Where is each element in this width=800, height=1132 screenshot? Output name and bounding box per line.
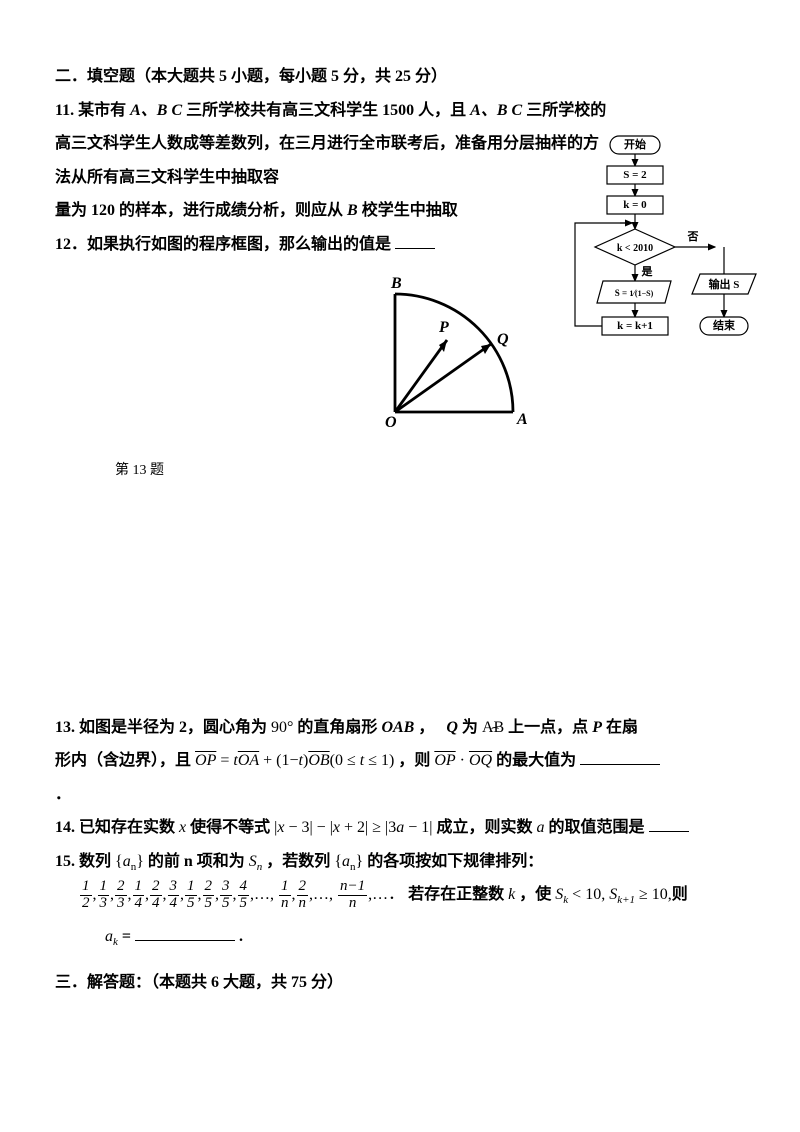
fc-no: 否 bbox=[687, 230, 699, 243]
deg: 90° bbox=[271, 719, 293, 736]
t: 的最大值为 bbox=[496, 752, 576, 769]
t: 的直角扇形 bbox=[297, 719, 377, 736]
t: ， bbox=[418, 719, 434, 736]
q11-line4: 量为 120 的样本，进行成绩分析，则应从 B 校学生中抽取 bbox=[55, 194, 485, 228]
section-2-heading: 二．填空题（本大题共 5 小题，每小题 5 分，共 25 分） bbox=[55, 60, 745, 94]
fc-start: 开始 bbox=[624, 137, 646, 151]
b: B bbox=[347, 202, 358, 219]
fc-end: 结束 bbox=[712, 318, 736, 332]
q14-line: 14. 已知存在实数 x 使得不等式 |x − 3| − |x + 2| ≥ |… bbox=[55, 811, 745, 845]
t: 三所学校的 bbox=[526, 102, 606, 119]
q13-line1: 13. 如图是半径为 2，圆心角为 90° 的直角扇形 OAB ， Q 为 ⌢ … bbox=[55, 711, 745, 745]
q15-line1: 15. 数列 {an} 的前 n 项和为 Sn ，若数列 {an} 的各项按如下… bbox=[55, 845, 745, 879]
fc-s2: S = 2 bbox=[623, 169, 647, 181]
blank bbox=[649, 831, 689, 832]
t: 上一点，点 bbox=[508, 719, 588, 736]
blank bbox=[135, 940, 235, 941]
t: 的各项按如下规律排列： bbox=[367, 853, 543, 870]
q15-sequence: 12,13,23,14,24,34,15,25,35,45,…, 1n,2n,…… bbox=[79, 879, 745, 912]
t: 的前 n 项和为 bbox=[148, 853, 245, 870]
q12-line: 12．如果执行如图的程序框图，那么输出的值是 bbox=[55, 228, 485, 262]
t: 在扇 bbox=[606, 719, 638, 736]
t: 11. 某市有 bbox=[55, 102, 126, 119]
lbl-O: O bbox=[385, 414, 397, 431]
t: ，则 bbox=[398, 752, 430, 769]
flowchart-figure: 开始 S = 2 k = 0 k < 2010 否 是 S = 1⁄(1−S) bbox=[540, 134, 765, 394]
section-3-heading: 三．解答题：（本题共 6 大题，共 75 分） bbox=[55, 966, 745, 1000]
q15-ak: ak = . bbox=[105, 920, 745, 954]
lbl-P: P bbox=[438, 319, 449, 336]
q13-line2: 形内（含边界），且 OP = tOA + (1−t)OB(0 ≤ t ≤ 1) … bbox=[55, 744, 745, 778]
fc-cond: k < 2010 bbox=[617, 243, 653, 254]
lbl-B: B bbox=[390, 275, 402, 292]
lbl-A: A bbox=[516, 411, 528, 428]
blank bbox=[395, 248, 435, 249]
q11-line1: 11. 某市有 A、B C 三所学校共有高三文科学生 1500 人，且 A、B … bbox=[55, 94, 745, 128]
t: 成立，则实数 bbox=[436, 819, 532, 836]
fc-out: 输出 S bbox=[709, 277, 740, 291]
t: 12．如果执行如图的程序框图，那么输出的值是 bbox=[55, 236, 391, 253]
abc: A、B C bbox=[130, 102, 182, 119]
t: 14. 已知存在实数 bbox=[55, 819, 175, 836]
fc-k0: k = 0 bbox=[623, 199, 647, 211]
spacer bbox=[55, 486, 745, 711]
period: . bbox=[239, 928, 243, 945]
q13-period: ． bbox=[55, 778, 745, 812]
t: 的取值范围是 bbox=[548, 819, 644, 836]
a: a bbox=[536, 819, 544, 836]
blank bbox=[580, 764, 660, 765]
q11-block: 11. 某市有 A、B C 三所学校共有高三文科学生 1500 人，且 A、B … bbox=[55, 94, 745, 262]
t: 量为 120 的样本，进行成绩分析，则应从 bbox=[55, 202, 343, 219]
x: x bbox=[179, 819, 186, 836]
t: 13. 如图是半径为 2，圆心角为 bbox=[55, 719, 267, 736]
fig13-caption: 第 13 题 bbox=[115, 456, 745, 485]
fc-kupd: k = k+1 bbox=[617, 320, 653, 332]
t: 三所学校共有高三文科学生 1500 人，且 bbox=[186, 102, 466, 119]
t: 校学生中抽取 bbox=[362, 202, 458, 219]
lbl-Q: Q bbox=[497, 331, 509, 348]
abc: A、B C bbox=[470, 102, 522, 119]
t: 为 bbox=[462, 719, 478, 736]
eq: = bbox=[122, 928, 131, 945]
t: 使得不等式 bbox=[190, 819, 270, 836]
t: 形内（含边界），且 bbox=[55, 752, 191, 769]
t: ，若数列 bbox=[266, 853, 330, 870]
Q: Q bbox=[446, 719, 458, 736]
P: P bbox=[592, 719, 602, 736]
fc-yes: 是 bbox=[641, 265, 654, 278]
svg-text:S = 1⁄(1−S): S = 1⁄(1−S) bbox=[615, 288, 654, 298]
q11-line3: 法从所有高三文科学生中抽取容 bbox=[55, 161, 485, 195]
t: 15. 数列 bbox=[55, 853, 111, 870]
